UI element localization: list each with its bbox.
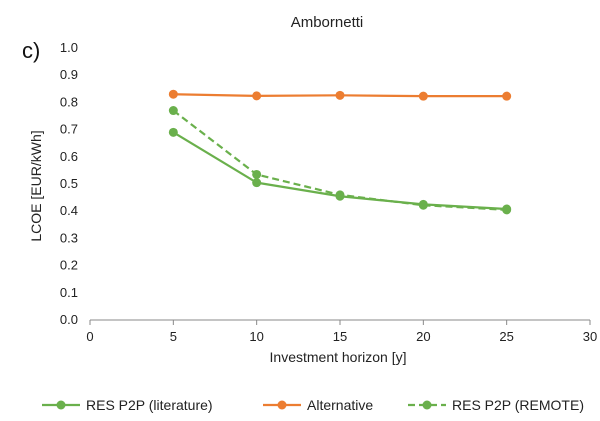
data-point (168, 127, 178, 137)
y-tick-label: 0.8 (60, 94, 78, 109)
x-axis-ticks: 0 5 10 15 20 25 30 (86, 320, 597, 344)
y-tick-label: 1.0 (60, 40, 78, 55)
data-point (335, 190, 345, 200)
legend-swatch-marker (56, 400, 66, 410)
legend-item: RES P2P (literature) (42, 397, 213, 413)
x-axis-title: Investment horizon [y] (270, 349, 407, 365)
y-tick-label: 0.1 (60, 285, 78, 300)
y-tick-label: 0.6 (60, 149, 78, 164)
data-point (252, 178, 262, 188)
legend-label: RES P2P (REMOTE) (452, 397, 584, 413)
data-point (418, 200, 428, 210)
data-point (335, 90, 345, 100)
y-tick-label: 0.2 (60, 258, 78, 273)
x-tick-label: 0 (86, 329, 93, 344)
legend: RES P2P (literature) Alternative RES P2P (… (42, 397, 584, 413)
legend-label: RES P2P (literature) (86, 397, 213, 413)
series-3 (168, 106, 512, 215)
data-point (502, 91, 512, 101)
legend-item: Alternative (263, 397, 373, 413)
series-1 (168, 127, 512, 214)
y-tick-label: 0.0 (60, 312, 78, 327)
y-axis-ticks: 0.0 0.1 0.2 0.3 0.4 0.5 0.6 0.7 0.8 0.9 1.0 (60, 40, 78, 327)
legend-swatch-marker (277, 400, 287, 410)
series-layer (168, 89, 512, 215)
y-tick-label: 0.7 (60, 122, 78, 137)
data-point (168, 106, 178, 116)
data-point (252, 169, 262, 179)
x-tick-label: 10 (249, 329, 263, 344)
y-tick-label: 0.5 (60, 176, 78, 191)
y-axis-title: LCOE [EUR/kWh] (28, 130, 44, 241)
legend-label: Alternative (307, 397, 373, 413)
y-tick-label: 0.3 (60, 230, 78, 245)
data-point (418, 91, 428, 101)
x-tick-label: 20 (416, 329, 430, 344)
legend-item: RES P2P (REMOTE) (408, 397, 584, 413)
data-point (502, 205, 512, 215)
data-point (252, 91, 262, 101)
panel-label: c) (22, 38, 40, 63)
legend-swatch-marker (422, 400, 432, 410)
series-2 (168, 89, 512, 101)
data-point (168, 89, 178, 99)
x-tick-label: 15 (333, 329, 347, 344)
y-tick-label: 0.4 (60, 203, 78, 218)
chart-title: Ambornetti (291, 14, 364, 31)
x-tick-label: 5 (170, 329, 177, 344)
x-tick-label: 30 (583, 329, 597, 344)
y-tick-label: 0.9 (60, 67, 78, 82)
x-tick-label: 25 (499, 329, 513, 344)
